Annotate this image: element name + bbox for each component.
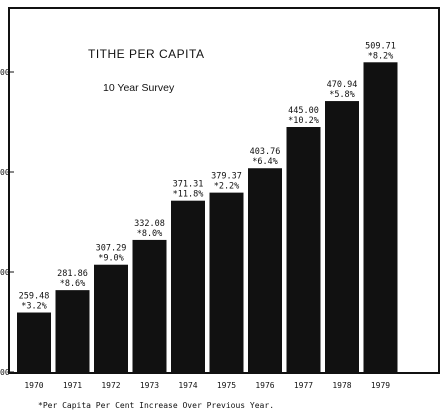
bar-1972 — [94, 264, 128, 372]
value-label: 371.31 — [173, 180, 204, 190]
footnote: *Per Capita Per Cent Increase Over Previ… — [38, 401, 274, 410]
value-label: 509.71 — [365, 41, 396, 51]
bar-1975 — [209, 192, 244, 372]
bar-1973 — [132, 239, 167, 372]
bar-1970 — [17, 312, 51, 372]
x-tick-label: 1972 — [101, 381, 120, 390]
value-label: 259.48 — [19, 292, 50, 302]
increase-label: *8.6% — [60, 279, 86, 289]
x-tick-label: 1974 — [178, 381, 197, 390]
increase-label: *5.8% — [329, 90, 355, 100]
bar-1976 — [248, 168, 282, 372]
bar-1974 — [171, 200, 205, 372]
increase-label: *9.0% — [98, 254, 124, 264]
chart-title: TITHE PER CAPITA — [88, 47, 204, 61]
y-tick-label: 00 — [0, 268, 10, 277]
increase-label: *10.2% — [288, 116, 319, 126]
bar-1971 — [55, 290, 90, 372]
increase-label: *8.0% — [137, 229, 163, 239]
x-tick-label: 1975 — [217, 381, 236, 390]
x-tick-label: 1970 — [24, 381, 43, 390]
x-tick-label: 1976 — [255, 381, 274, 390]
bar-1978 — [325, 101, 359, 372]
value-label: 470.94 — [327, 80, 358, 90]
x-tick-label: 1979 — [371, 381, 390, 390]
chart-subtitle: 10 Year Survey — [103, 82, 175, 94]
x-tick-label: 1978 — [332, 381, 351, 390]
bar-1979 — [363, 62, 398, 372]
x-tick-label: 1977 — [294, 381, 313, 390]
increase-label: *8.2% — [368, 51, 394, 61]
y-tick-label: 00 — [0, 368, 10, 377]
value-label: 307.29 — [96, 244, 127, 254]
x-tick-label: 1973 — [140, 381, 159, 390]
value-label: 281.86 — [57, 269, 88, 279]
plot-frame — [8, 7, 440, 374]
value-label: 403.76 — [250, 147, 281, 157]
increase-label: *2.2% — [214, 182, 240, 192]
value-label: 379.37 — [211, 172, 242, 182]
x-tick-label: 1971 — [63, 381, 82, 390]
increase-label: *6.4% — [252, 157, 278, 167]
bar-1977 — [286, 127, 321, 372]
value-label: 332.08 — [134, 219, 165, 229]
y-tick-label: 00 — [0, 68, 10, 77]
increase-label: *11.8% — [173, 190, 204, 200]
value-label: 445.00 — [288, 106, 319, 116]
y-tick-label: 00 — [0, 168, 10, 177]
increase-label: *3.2% — [21, 302, 47, 312]
